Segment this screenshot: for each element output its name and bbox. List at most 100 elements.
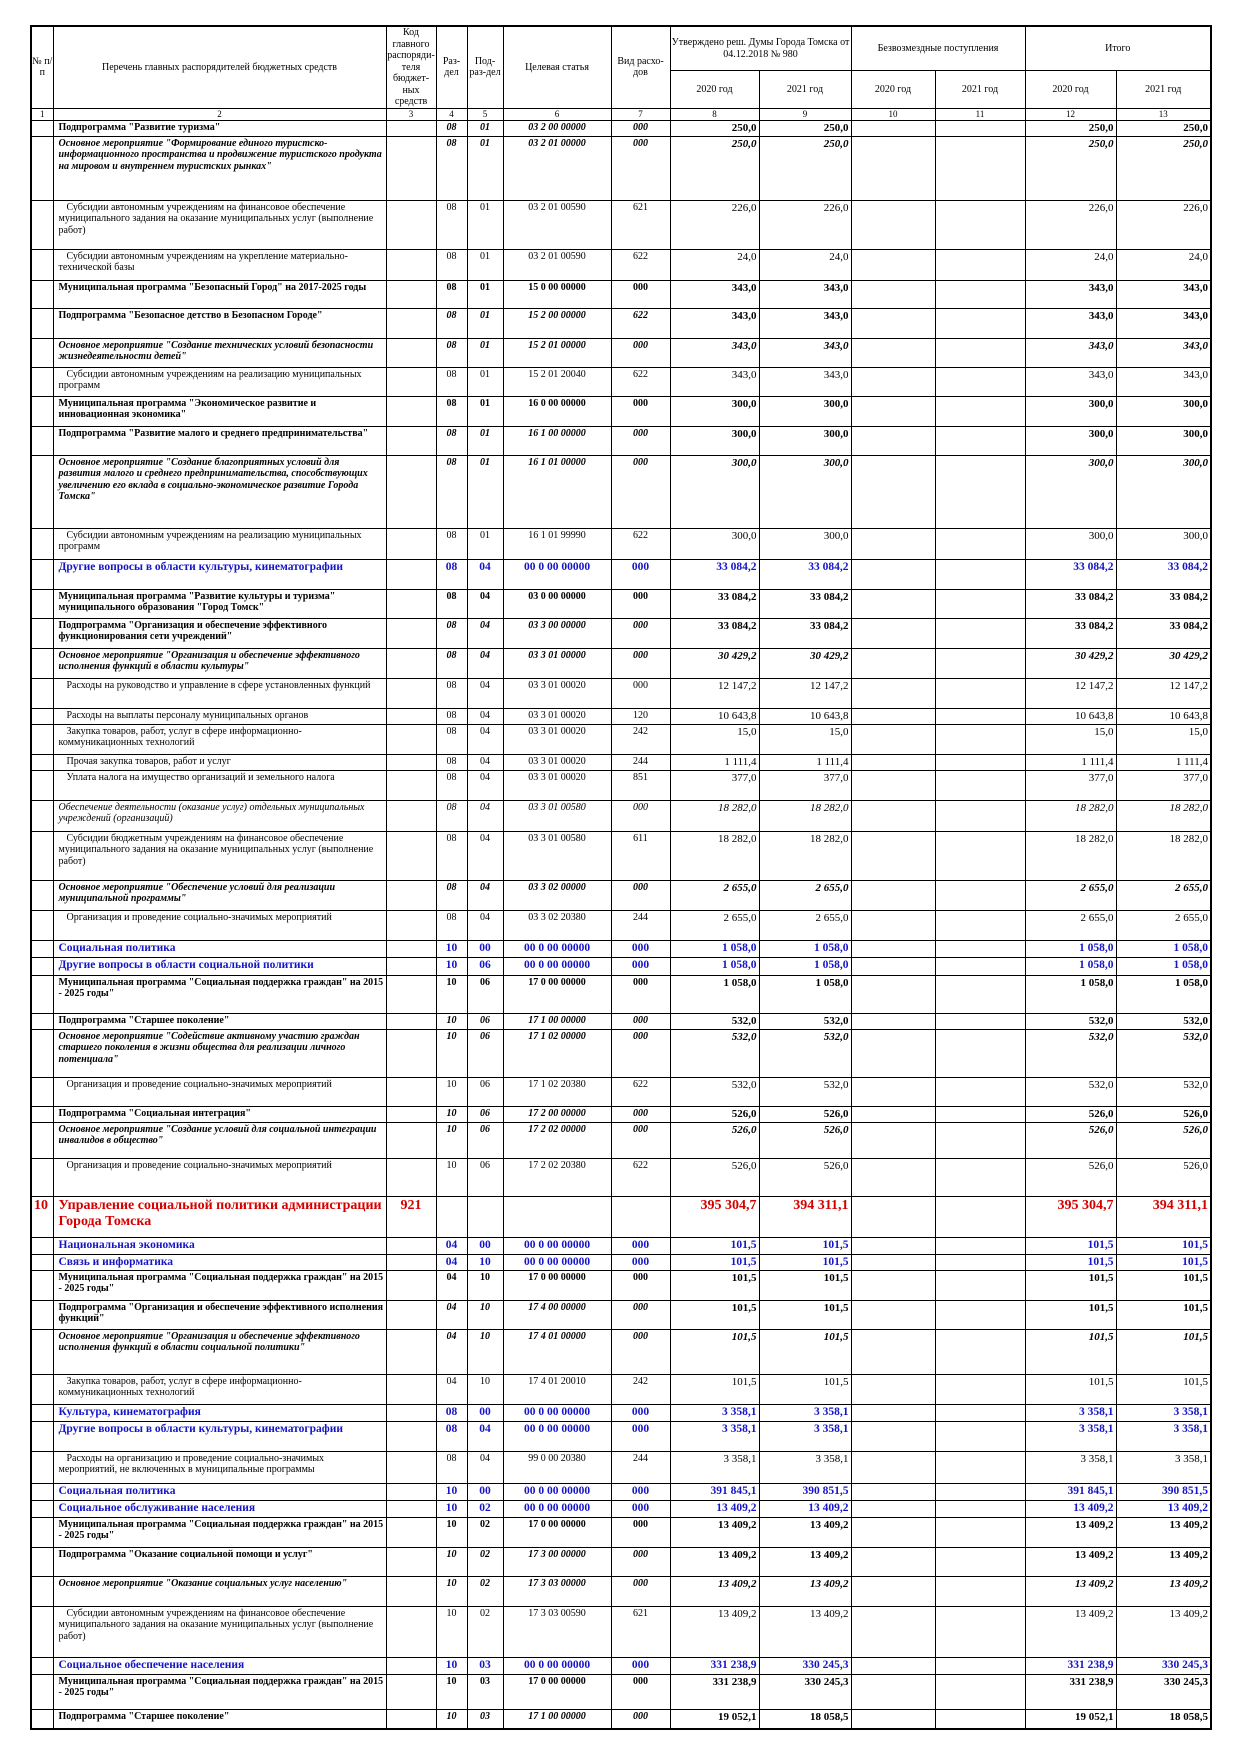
cell: 330 245,3	[758, 1656, 852, 1675]
cell: 300,0	[1115, 425, 1212, 456]
cell: 3 358,1	[1115, 1420, 1212, 1452]
amount: 18 282,0	[718, 832, 757, 845]
cell	[934, 1420, 1026, 1452]
table-row: Основное мероприятие "Содействие активно…	[30, 1028, 1212, 1078]
amount	[852, 1159, 934, 1161]
cell: 04	[466, 617, 504, 649]
cell: Организация и проведение социально-значи…	[52, 1076, 387, 1107]
row-name: Муниципальная программа "Социальная подд…	[58, 1271, 384, 1295]
code: 06	[480, 1078, 490, 1090]
code	[32, 1548, 52, 1550]
amount	[852, 1030, 934, 1032]
code: 16 1 01 00000	[528, 456, 586, 468]
cell	[385, 753, 437, 771]
amount	[852, 649, 934, 651]
amount: 300,0	[1088, 529, 1114, 542]
cell: Основное мероприятие "Формирование едино…	[52, 135, 387, 201]
cell: 03 3 01 00020	[502, 677, 612, 709]
amount	[936, 1658, 1024, 1660]
cell	[385, 425, 437, 456]
cell	[30, 723, 54, 755]
cell: 08	[435, 135, 468, 201]
amount: 1 058,0	[722, 958, 757, 971]
amount	[852, 1675, 934, 1677]
code	[32, 832, 52, 834]
amount: 101,5	[1088, 1301, 1114, 1314]
cell: 343,0	[1115, 337, 1212, 368]
cell: 000	[610, 1121, 671, 1159]
cell: 13 409,2	[1024, 1605, 1117, 1658]
code: 03 0 00 00000	[528, 590, 586, 602]
code: 10	[34, 1197, 48, 1213]
amount: 101,5	[731, 1301, 757, 1314]
cell	[850, 939, 936, 958]
amount	[936, 1238, 1024, 1240]
amount: 331 238,9	[710, 1658, 757, 1671]
code	[32, 560, 52, 562]
code: 04	[446, 1271, 457, 1283]
amount: 391 845,1	[1067, 1484, 1114, 1497]
cell: 18 282,0	[758, 830, 852, 881]
code	[32, 1577, 52, 1579]
cell	[30, 1605, 54, 1658]
cell	[934, 527, 1026, 560]
code: 08	[445, 560, 458, 573]
cell: 622	[610, 527, 671, 560]
cell: 01	[466, 337, 504, 368]
code	[32, 709, 52, 711]
code: 08	[446, 456, 457, 468]
amount: 101,5	[730, 1255, 757, 1268]
code: 04	[480, 590, 490, 602]
cell: 13 409,2	[758, 1546, 852, 1577]
amount: 526,0	[731, 1159, 757, 1172]
cell: Подпрограмма "Безопасное детство в Безоп…	[52, 307, 387, 339]
cell: 33 084,2	[758, 617, 852, 649]
row-name: Муниципальная программа "Безопасный Горо…	[58, 281, 367, 293]
cell	[850, 588, 936, 619]
amount: 532,0	[731, 1078, 757, 1091]
code: 000	[633, 1107, 648, 1119]
cell: 000	[610, 119, 671, 137]
cell: 16 1 01 00000	[502, 454, 612, 529]
code: 03 3 02 00000	[528, 881, 586, 893]
code: 01	[480, 529, 490, 541]
cell	[934, 558, 1026, 590]
amount: 10 643,8	[1075, 709, 1114, 722]
code	[387, 1548, 435, 1550]
cell: 000	[610, 1236, 671, 1255]
code: 10	[446, 1014, 457, 1026]
cell: 390 851,5	[1115, 1482, 1212, 1501]
cell: 08	[435, 558, 468, 590]
table-row: Социальное обслуживание населения 10 02 00 …	[30, 1499, 1212, 1518]
code: 03 2 01 00590	[528, 201, 586, 213]
cell	[385, 135, 437, 201]
code	[387, 881, 435, 883]
cell	[850, 1269, 936, 1301]
code: 01	[480, 368, 490, 380]
cell: 33 084,2	[669, 588, 760, 619]
cell: 2 655,0	[1024, 879, 1117, 911]
cell	[30, 956, 54, 976]
cell: 08	[435, 425, 468, 456]
column-header: Код главного распоряди-теля бюджет-ных с…	[385, 25, 437, 109]
amount	[852, 1123, 934, 1125]
code	[387, 1271, 435, 1273]
cell: 000	[610, 588, 671, 619]
amount: 33 084,2	[1075, 619, 1114, 632]
cell: 17 4 01 00000	[502, 1328, 612, 1375]
cell: 331 238,9	[1024, 1673, 1117, 1710]
code: 10	[445, 1658, 458, 1671]
code: 01	[480, 397, 490, 409]
code: 15 2 01 20040	[528, 368, 586, 380]
code	[32, 1123, 52, 1125]
amount: 13 409,2	[810, 1548, 849, 1561]
amount: 3 358,1	[723, 1452, 757, 1465]
cell: Расходы на организацию и проведение соци…	[52, 1450, 387, 1484]
cell: 343,0	[1115, 307, 1212, 339]
cell	[385, 723, 437, 755]
code: 10	[446, 1107, 457, 1119]
amount: 101,5	[1087, 1238, 1114, 1251]
amount: 526,0	[823, 1159, 849, 1172]
code	[387, 281, 435, 283]
code: 04	[446, 1375, 457, 1387]
